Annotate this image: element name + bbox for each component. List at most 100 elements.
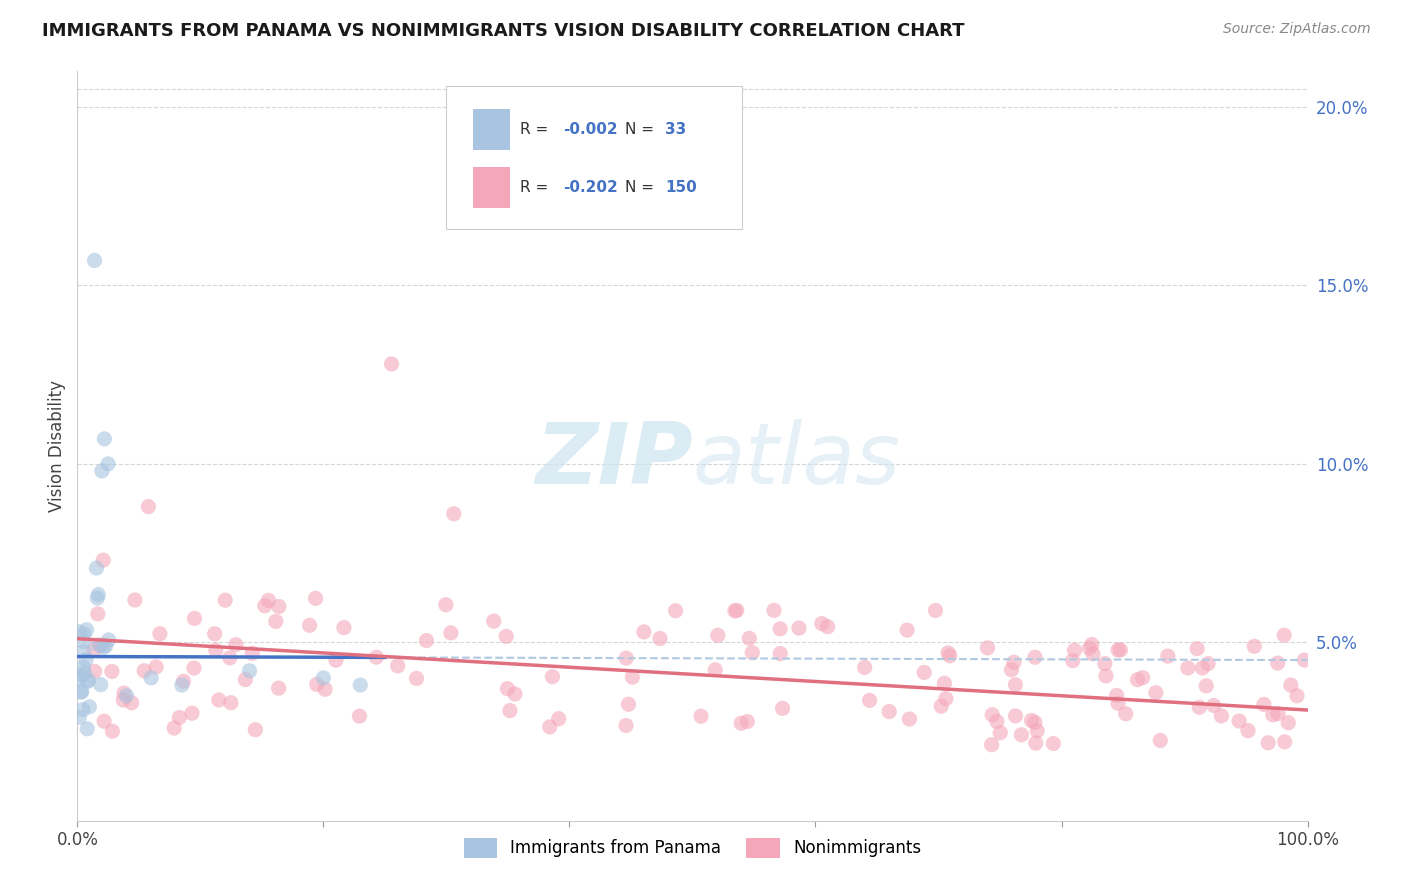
Point xyxy=(541,670,564,684)
Point xyxy=(240,646,263,660)
Point xyxy=(538,720,561,734)
Point xyxy=(1257,736,1279,750)
Point xyxy=(738,632,761,646)
Point xyxy=(121,696,143,710)
Text: R =: R = xyxy=(520,122,554,137)
Point xyxy=(929,699,952,714)
Point xyxy=(877,705,900,719)
Point xyxy=(380,357,402,371)
Point xyxy=(138,500,160,514)
Point xyxy=(787,621,810,635)
Point xyxy=(225,638,247,652)
Point xyxy=(141,671,163,685)
Point xyxy=(72,634,94,648)
Point xyxy=(1149,733,1171,747)
Point xyxy=(204,627,226,641)
Point xyxy=(87,588,110,602)
Point xyxy=(253,599,276,613)
Point xyxy=(434,598,457,612)
Point xyxy=(83,642,105,657)
Point xyxy=(858,693,880,707)
Point xyxy=(183,611,205,625)
Point xyxy=(79,699,101,714)
Point xyxy=(181,706,204,721)
Text: IMMIGRANTS FROM PANAMA VS NONIMMIGRANTS VISION DISABILITY CORRELATION CHART: IMMIGRANTS FROM PANAMA VS NONIMMIGRANTS … xyxy=(42,22,965,40)
Point xyxy=(1188,700,1211,714)
Point xyxy=(233,673,256,687)
Point xyxy=(101,724,124,739)
Point xyxy=(405,672,427,686)
Point xyxy=(267,599,290,614)
Point xyxy=(1081,647,1104,661)
Text: 33: 33 xyxy=(665,122,686,137)
Point xyxy=(101,665,124,679)
Point xyxy=(169,710,191,724)
Point xyxy=(1177,661,1199,675)
Text: -0.002: -0.002 xyxy=(564,122,617,137)
Point xyxy=(204,643,226,657)
Point xyxy=(1025,736,1047,750)
Point xyxy=(730,716,752,731)
Point xyxy=(87,638,110,652)
Point xyxy=(87,607,110,621)
Point xyxy=(172,674,194,689)
Point xyxy=(1105,689,1128,703)
Point xyxy=(986,714,1008,729)
Point xyxy=(769,647,792,661)
Point xyxy=(1024,715,1046,730)
Point xyxy=(811,616,834,631)
Point xyxy=(988,726,1011,740)
Point xyxy=(298,618,321,632)
Point xyxy=(218,650,240,665)
Point xyxy=(170,678,193,692)
Point xyxy=(149,626,172,640)
Point xyxy=(257,593,280,607)
Point xyxy=(853,660,876,674)
Point xyxy=(936,646,959,660)
Text: N =: N = xyxy=(624,122,658,137)
Point xyxy=(976,640,998,655)
Point xyxy=(1157,649,1180,664)
Point xyxy=(83,253,105,268)
Point xyxy=(1185,641,1208,656)
Point xyxy=(763,603,786,617)
Point xyxy=(73,644,96,658)
Point xyxy=(366,650,388,665)
Point xyxy=(349,709,371,723)
Point xyxy=(690,709,713,723)
Point xyxy=(415,633,437,648)
Point xyxy=(73,665,96,680)
Point xyxy=(112,693,135,707)
Point xyxy=(304,591,326,606)
Point xyxy=(1000,663,1022,677)
Point xyxy=(325,653,347,667)
Point xyxy=(707,628,730,642)
Point xyxy=(1126,673,1149,687)
Point xyxy=(312,671,335,685)
Point xyxy=(724,604,747,618)
Point xyxy=(1004,709,1026,723)
Point xyxy=(1267,656,1289,670)
Point xyxy=(772,701,794,715)
Point xyxy=(387,658,409,673)
Point xyxy=(70,684,93,698)
Point xyxy=(1211,709,1233,723)
Point xyxy=(91,553,114,567)
Point xyxy=(912,665,935,680)
Point xyxy=(76,674,98,689)
Point xyxy=(1272,628,1295,642)
Point xyxy=(981,707,1004,722)
Point xyxy=(495,629,517,643)
Point xyxy=(1144,686,1167,700)
Point xyxy=(1026,723,1049,738)
Text: ZIP: ZIP xyxy=(534,419,693,502)
Point xyxy=(1191,661,1213,675)
Point xyxy=(1002,655,1025,669)
Point xyxy=(1094,657,1116,671)
Text: Source: ZipAtlas.com: Source: ZipAtlas.com xyxy=(1223,22,1371,37)
Point xyxy=(1107,643,1129,657)
Point xyxy=(621,670,644,684)
Point xyxy=(614,718,637,732)
Point xyxy=(97,457,120,471)
Point xyxy=(314,682,336,697)
